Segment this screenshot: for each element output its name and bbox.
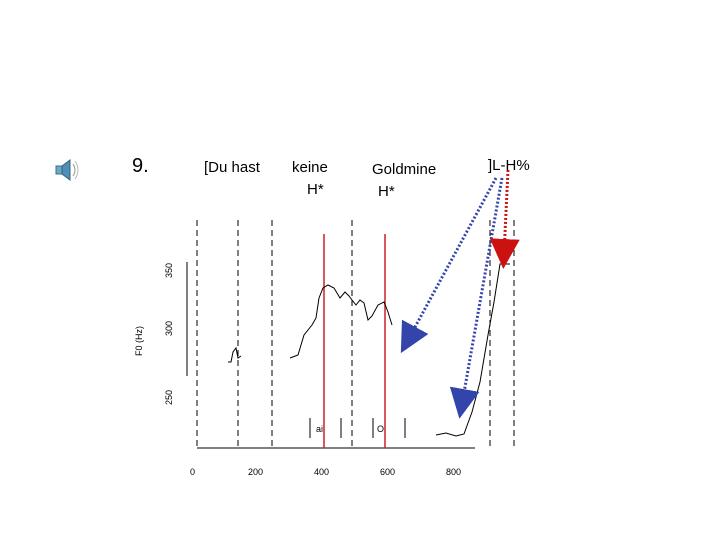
x-tick-800: 800 [446, 467, 461, 477]
x-tick-0: 0 [190, 467, 195, 477]
y-tick-250: 250 [164, 390, 174, 405]
f0-contour-boundary-rise [435, 263, 510, 437]
y-axis-label: F0 (Hz) [134, 326, 144, 356]
word-keine: keine [292, 159, 328, 176]
arrow-to-goldmine-low [400, 177, 498, 354]
x-tick-600: 600 [380, 467, 395, 477]
y-tick-300: 300 [164, 321, 174, 336]
speaker-icon[interactable] [55, 159, 79, 181]
x-tick-400: 400 [314, 467, 329, 477]
segment-ai: ai [316, 424, 323, 434]
y-tick-350: 350 [164, 263, 174, 278]
f0-contour-keine-goldmine [289, 284, 393, 359]
x-tick-200: 200 [248, 467, 263, 477]
arrow-to-boundary-high [489, 169, 520, 269]
f0-contour-du-hast [228, 346, 242, 363]
accent-keine: H* [307, 181, 324, 198]
slide-number: 9. [132, 155, 149, 177]
boundary-tone: ]L-H% [488, 157, 530, 174]
word-goldmine: Goldmine [372, 161, 436, 178]
accent-goldmine: H* [378, 183, 395, 200]
segment-o: O [377, 424, 384, 434]
word-du-hast: [Du hast [204, 159, 261, 176]
